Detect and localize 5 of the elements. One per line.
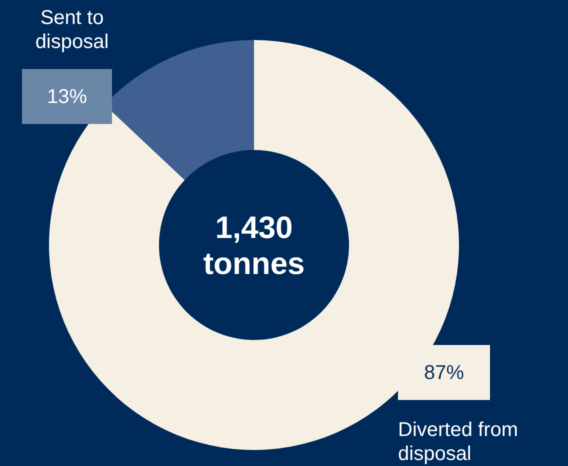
- data-label: 87%: [424, 362, 464, 384]
- text: 1,430 tonnes: [203, 210, 305, 281]
- slice-label: Sent to disposal: [35, 7, 109, 53]
- slice-label: Diverted from disposal: [398, 419, 518, 465]
- data-label: 13%: [46, 86, 88, 108]
